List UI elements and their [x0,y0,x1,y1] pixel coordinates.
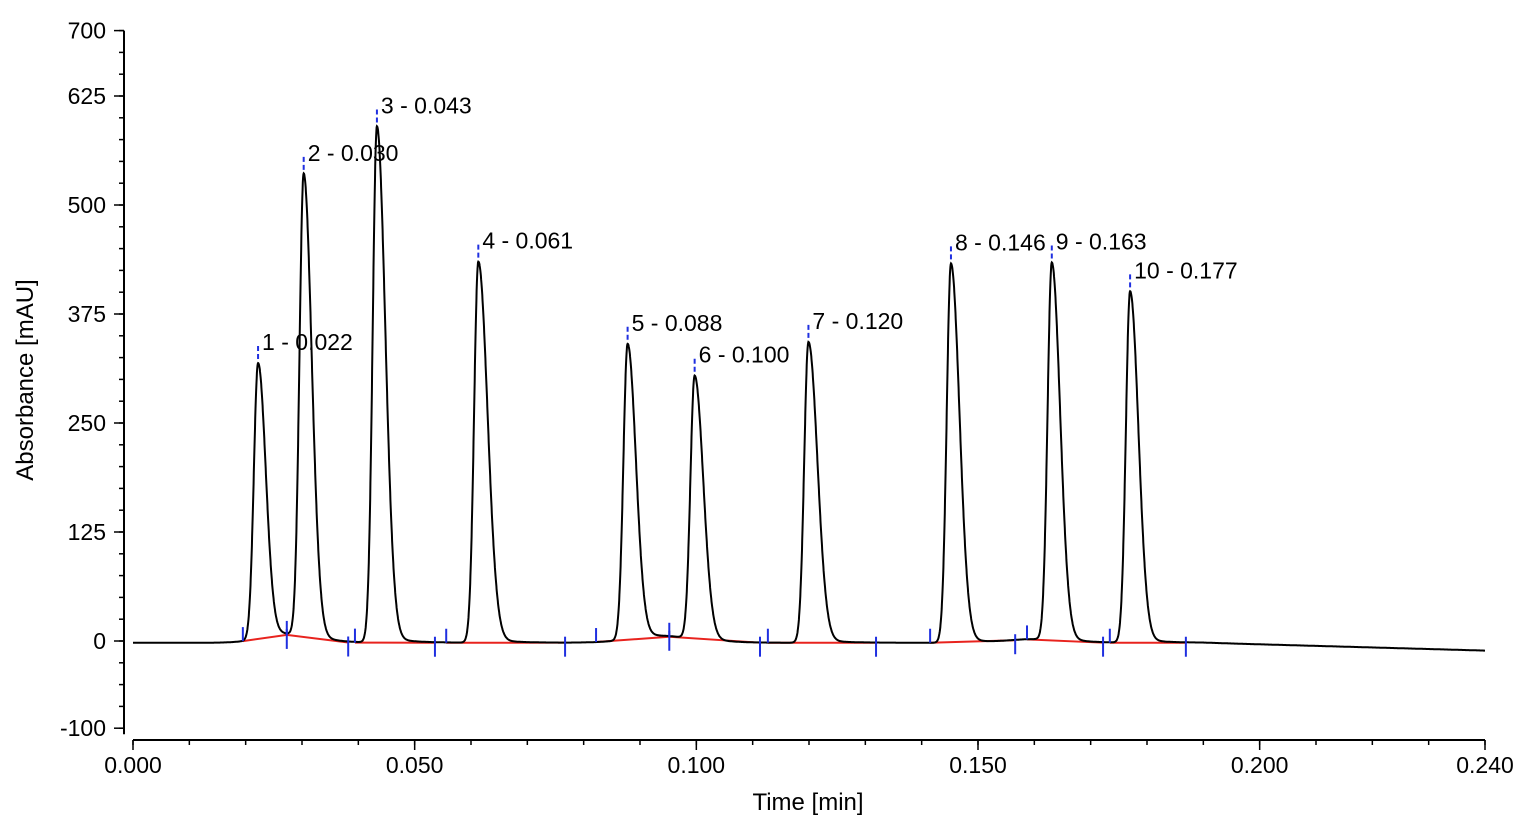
peak-baseline [243,635,287,641]
y-tick-label: 625 [68,83,106,109]
y-tick-label: 500 [68,192,106,218]
peak-label: 3 - 0.043 [381,93,472,119]
x-tick-label: 0.150 [949,752,1007,778]
peak-label: 2 - 0.030 [308,140,399,166]
x-tick-label: 0.000 [104,752,162,778]
peak-label: 4 - 0.061 [482,228,573,254]
chromatogram-trace [133,126,1485,650]
x-tick-label: 0.240 [1456,752,1514,778]
y-tick-label: 125 [68,519,106,545]
peak-label: 9 - 0.163 [1056,228,1147,254]
peak-label: 8 - 0.146 [955,229,1046,255]
peak-label: 10 - 0.177 [1134,257,1238,283]
peak-label: 5 - 0.088 [632,310,723,336]
peak-label: 7 - 0.120 [812,308,903,334]
y-tick-label: 700 [68,18,106,44]
peak-label: 6 - 0.100 [699,342,790,368]
x-tick-label: 0.200 [1231,752,1289,778]
peak-label: 1 - 0.022 [262,329,353,355]
y-tick-label: -100 [60,715,106,741]
x-axis-label: Time [min] [752,789,863,816]
x-tick-label: 0.100 [668,752,726,778]
y-tick-label: 0 [93,628,106,654]
y-tick-label: 250 [68,410,106,436]
x-tick-label: 0.050 [386,752,444,778]
y-axis-label: Absorbance [mAU] [12,279,39,480]
y-tick-label: 375 [68,301,106,327]
